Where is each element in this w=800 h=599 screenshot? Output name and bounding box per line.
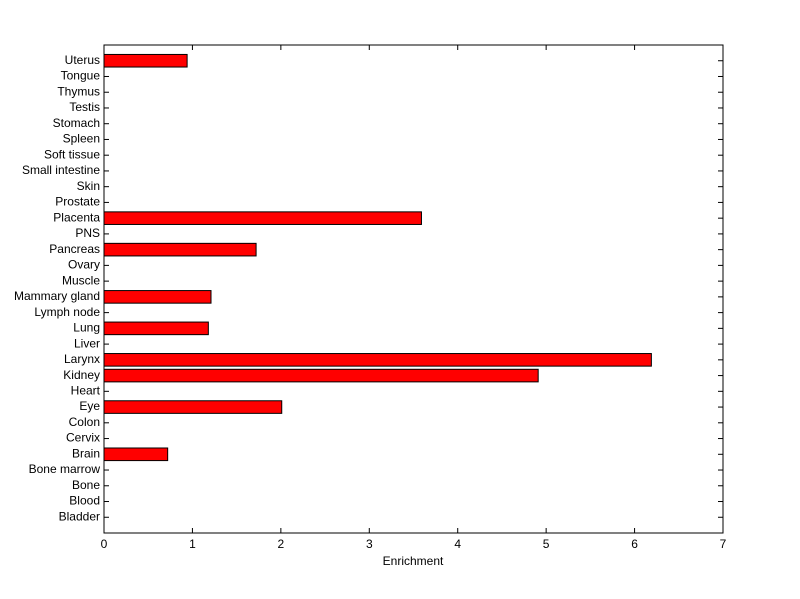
x-tick-label: 7 [720, 537, 727, 551]
y-tick-label: Lymph node [34, 305, 100, 319]
y-tick-label: Bone [72, 478, 100, 492]
y-tick-label: Thymus [57, 84, 100, 98]
y-tick-label: Lung [73, 321, 100, 335]
bar [103, 447, 169, 462]
y-tick-label: Small intestine [22, 163, 100, 177]
y-tick-label: Placenta [53, 210, 100, 224]
y-tick-label: Soft tissue [44, 147, 100, 161]
bar [103, 368, 539, 383]
y-tick-label: Heart [71, 383, 101, 397]
y-tick-label: Kidney [63, 368, 100, 382]
x-tick-label: 2 [278, 537, 285, 551]
y-tick-label: Tongue [61, 69, 101, 83]
y-tick-label: Prostate [55, 195, 100, 209]
y-tick-label: Uterus [65, 53, 100, 67]
y-tick-label: Mammary gland [14, 289, 100, 303]
y-tick-label: Liver [74, 336, 100, 350]
x-tick-label: 5 [543, 537, 550, 551]
y-tick-label: PNS [75, 226, 100, 240]
y-tick-label: Brain [72, 446, 100, 460]
y-tick-label: Ovary [68, 258, 100, 272]
x-tick-label: 3 [366, 537, 373, 551]
bar [103, 211, 422, 225]
y-tick-label: Testis [69, 100, 100, 114]
bar [103, 353, 652, 367]
y-tick-label: Skin [77, 179, 100, 193]
plot-frame [103, 44, 724, 534]
y-tick-label: Bladder [59, 509, 100, 523]
y-tick-label: Muscle [62, 273, 100, 287]
y-tick-label: Pancreas [49, 242, 100, 256]
bar [103, 400, 283, 414]
bar [103, 321, 209, 336]
y-tick-label: Larynx [64, 352, 100, 366]
bar [103, 242, 257, 257]
x-axis-label: Enrichment [383, 554, 444, 568]
x-tick-label: 6 [631, 537, 638, 551]
x-tick-label: 4 [454, 537, 461, 551]
y-tick-label: Colon [69, 415, 100, 429]
bar [103, 53, 188, 68]
y-tick-label: Bone marrow [29, 462, 101, 476]
x-tick-label: 0 [101, 537, 108, 551]
y-tick-label: Stomach [53, 116, 100, 130]
y-tick-label: Cervix [66, 431, 100, 445]
y-tick-label: Spleen [63, 132, 100, 146]
bar [103, 290, 212, 304]
x-tick-label: 1 [189, 537, 196, 551]
y-tick-label: Blood [69, 494, 100, 508]
y-tick-label: Eye [79, 399, 100, 413]
